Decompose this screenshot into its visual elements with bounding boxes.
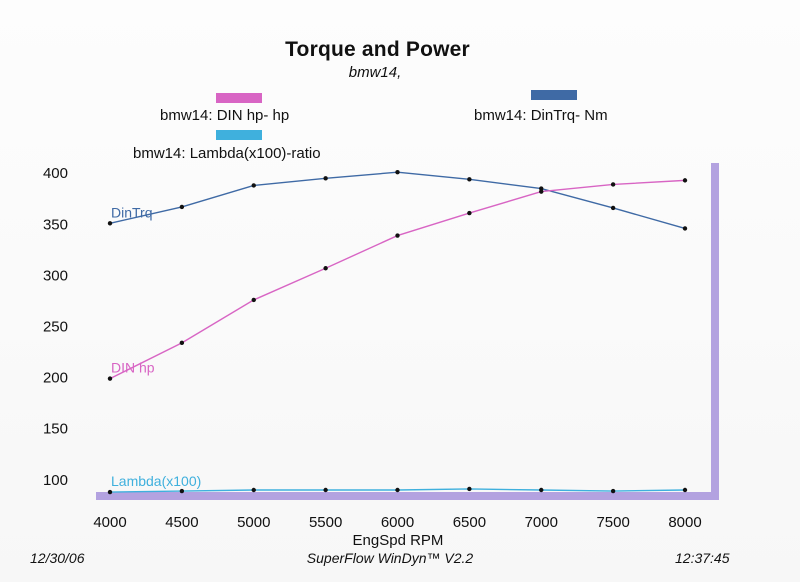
legend-label-din-hp: bmw14: DIN hp- hp	[160, 107, 290, 124]
data-point-2-6	[539, 487, 544, 493]
plot-frame-right	[711, 163, 719, 500]
legend-label-lambda: bmw14: Lambda(x100)-ratio	[133, 145, 321, 162]
series-label-0: DinTrq	[111, 204, 153, 220]
data-point-1-0	[107, 376, 113, 381]
legend-swatch-lambda	[216, 130, 262, 140]
y-tick-label-4: 300	[43, 267, 68, 284]
chart-subtitle: bmw14,	[348, 64, 402, 81]
legend-label-din-trq: bmw14: DinTrq- Nm	[474, 107, 608, 124]
data-point-2-4	[395, 487, 400, 493]
y-tick-label-0: 100	[43, 472, 68, 489]
data-point-0-7	[610, 205, 616, 211]
data-point-0-2	[251, 183, 256, 188]
plot-frame-bottom	[96, 492, 719, 500]
x-tick-label-1: 4500	[165, 514, 198, 531]
series-line-0	[109, 171, 686, 230]
data-point-0-4	[395, 169, 400, 175]
x-tick-label-5: 6500	[453, 514, 486, 531]
data-point-2-3	[323, 487, 328, 493]
legend-swatch-din-hp	[216, 93, 262, 103]
data-point-2-0	[107, 489, 113, 495]
data-point-2-5	[467, 486, 472, 492]
footer-date: 12/30/06	[30, 550, 85, 566]
data-point-1-3	[323, 266, 328, 271]
data-point-0-0	[107, 221, 113, 226]
data-point-2-1	[179, 488, 185, 494]
data-point-1-2	[251, 297, 256, 303]
series-label-2: Lambda(x100)	[111, 473, 201, 489]
data-point-1-8	[682, 178, 688, 183]
data-point-1-7	[610, 182, 616, 187]
y-tick-label-5: 350	[43, 216, 68, 233]
y-tick-label-1: 150	[43, 421, 68, 438]
data-point-0-3	[323, 176, 328, 181]
y-tick-label-2: 200	[43, 370, 68, 387]
data-point-0-6	[539, 186, 544, 191]
data-point-0-8	[682, 226, 688, 231]
y-tick-label-3: 250	[43, 319, 68, 336]
data-point-1-5	[467, 210, 472, 216]
footer-software: SuperFlow WinDyn™ V2.2	[306, 550, 474, 566]
x-tick-label-8: 8000	[668, 514, 701, 531]
legend-swatch-din-trq	[531, 90, 577, 100]
series-line-1	[109, 179, 686, 380]
x-tick-label-6: 7000	[525, 514, 558, 531]
x-tick-label-0: 4000	[93, 514, 126, 531]
data-point-1-6	[539, 189, 544, 194]
y-tick-label-6: 400	[43, 165, 68, 182]
chart-title: Torque and Power	[285, 38, 470, 61]
footer-time: 12:37:45	[675, 550, 730, 566]
data-point-2-7	[610, 488, 616, 494]
x-tick-label-3: 5500	[309, 514, 342, 531]
data-point-0-5	[467, 177, 472, 182]
data-point-2-8	[682, 487, 688, 493]
data-point-1-1	[179, 340, 185, 346]
series-label-1: DIN hp	[111, 360, 155, 376]
data-point-0-1	[179, 204, 185, 210]
x-tick-label-2: 5000	[237, 514, 270, 531]
data-point-2-2	[251, 487, 256, 493]
x-tick-label-7: 7500	[596, 514, 629, 531]
x-tick-label-4: 6000	[381, 514, 414, 531]
x-axis-label: EngSpd RPM	[353, 532, 444, 549]
data-point-1-4	[395, 233, 400, 238]
